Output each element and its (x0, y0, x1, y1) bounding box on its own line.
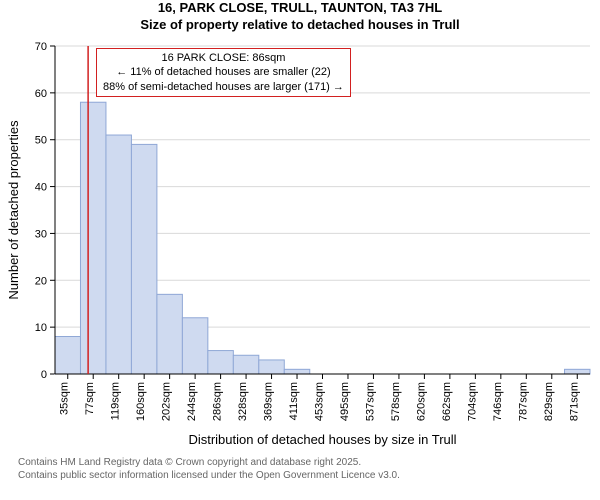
svg-text:119sqm: 119sqm (110, 382, 122, 420)
svg-text:77sqm: 77sqm (84, 382, 96, 415)
svg-text:871sqm: 871sqm (568, 382, 580, 421)
svg-text:495sqm: 495sqm (339, 382, 351, 421)
svg-text:537sqm: 537sqm (364, 382, 376, 421)
svg-text:328sqm: 328sqm (237, 382, 249, 421)
svg-text:704sqm: 704sqm (466, 382, 478, 421)
svg-text:35sqm: 35sqm (59, 382, 71, 415)
svg-text:453sqm: 453sqm (314, 382, 326, 421)
svg-text:662sqm: 662sqm (441, 382, 453, 421)
svg-text:20: 20 (35, 275, 47, 287)
svg-text:787sqm: 787sqm (517, 382, 529, 421)
svg-text:60: 60 (35, 88, 47, 100)
footer-line-1: Contains HM Land Registry data © Crown c… (18, 456, 600, 469)
svg-text:40: 40 (35, 181, 47, 193)
svg-text:Distribution of detached house: Distribution of detached houses by size … (188, 432, 456, 447)
svg-text:620sqm: 620sqm (415, 382, 427, 421)
svg-text:829sqm: 829sqm (543, 382, 555, 421)
svg-text:30: 30 (35, 228, 47, 240)
svg-text:0: 0 (41, 369, 47, 381)
svg-text:286sqm: 286sqm (212, 382, 224, 421)
svg-text:160sqm: 160sqm (135, 382, 147, 421)
footer-line-2: Contains public sector information licen… (18, 469, 600, 482)
svg-text:578sqm: 578sqm (390, 382, 402, 421)
property-callout: 16 PARK CLOSE: 86sqm ← 11% of detached h… (96, 48, 351, 97)
svg-text:411sqm: 411sqm (288, 382, 300, 420)
svg-text:Number of detached properties: Number of detached properties (6, 120, 21, 300)
svg-text:202sqm: 202sqm (161, 382, 173, 421)
chart-container: 16, PARK CLOSE, TRULL, TAUNTON, TA3 7HL … (0, 0, 600, 500)
svg-text:10: 10 (35, 322, 47, 334)
callout-line-3: 88% of semi-detached houses are larger (… (103, 80, 344, 94)
chart-title-1: 16, PARK CLOSE, TRULL, TAUNTON, TA3 7HL (0, 0, 600, 17)
callout-line-1: 16 PARK CLOSE: 86sqm (103, 51, 344, 65)
footer-attribution: Contains HM Land Registry data © Crown c… (0, 456, 600, 482)
svg-text:70: 70 (35, 41, 47, 53)
svg-text:369sqm: 369sqm (263, 382, 275, 421)
svg-text:746sqm: 746sqm (492, 382, 504, 421)
chart-title-2: Size of property relative to detached ho… (0, 17, 600, 34)
callout-line-2: ← 11% of detached houses are smaller (22… (103, 65, 344, 79)
svg-text:50: 50 (35, 134, 47, 146)
svg-text:244sqm: 244sqm (186, 382, 198, 421)
